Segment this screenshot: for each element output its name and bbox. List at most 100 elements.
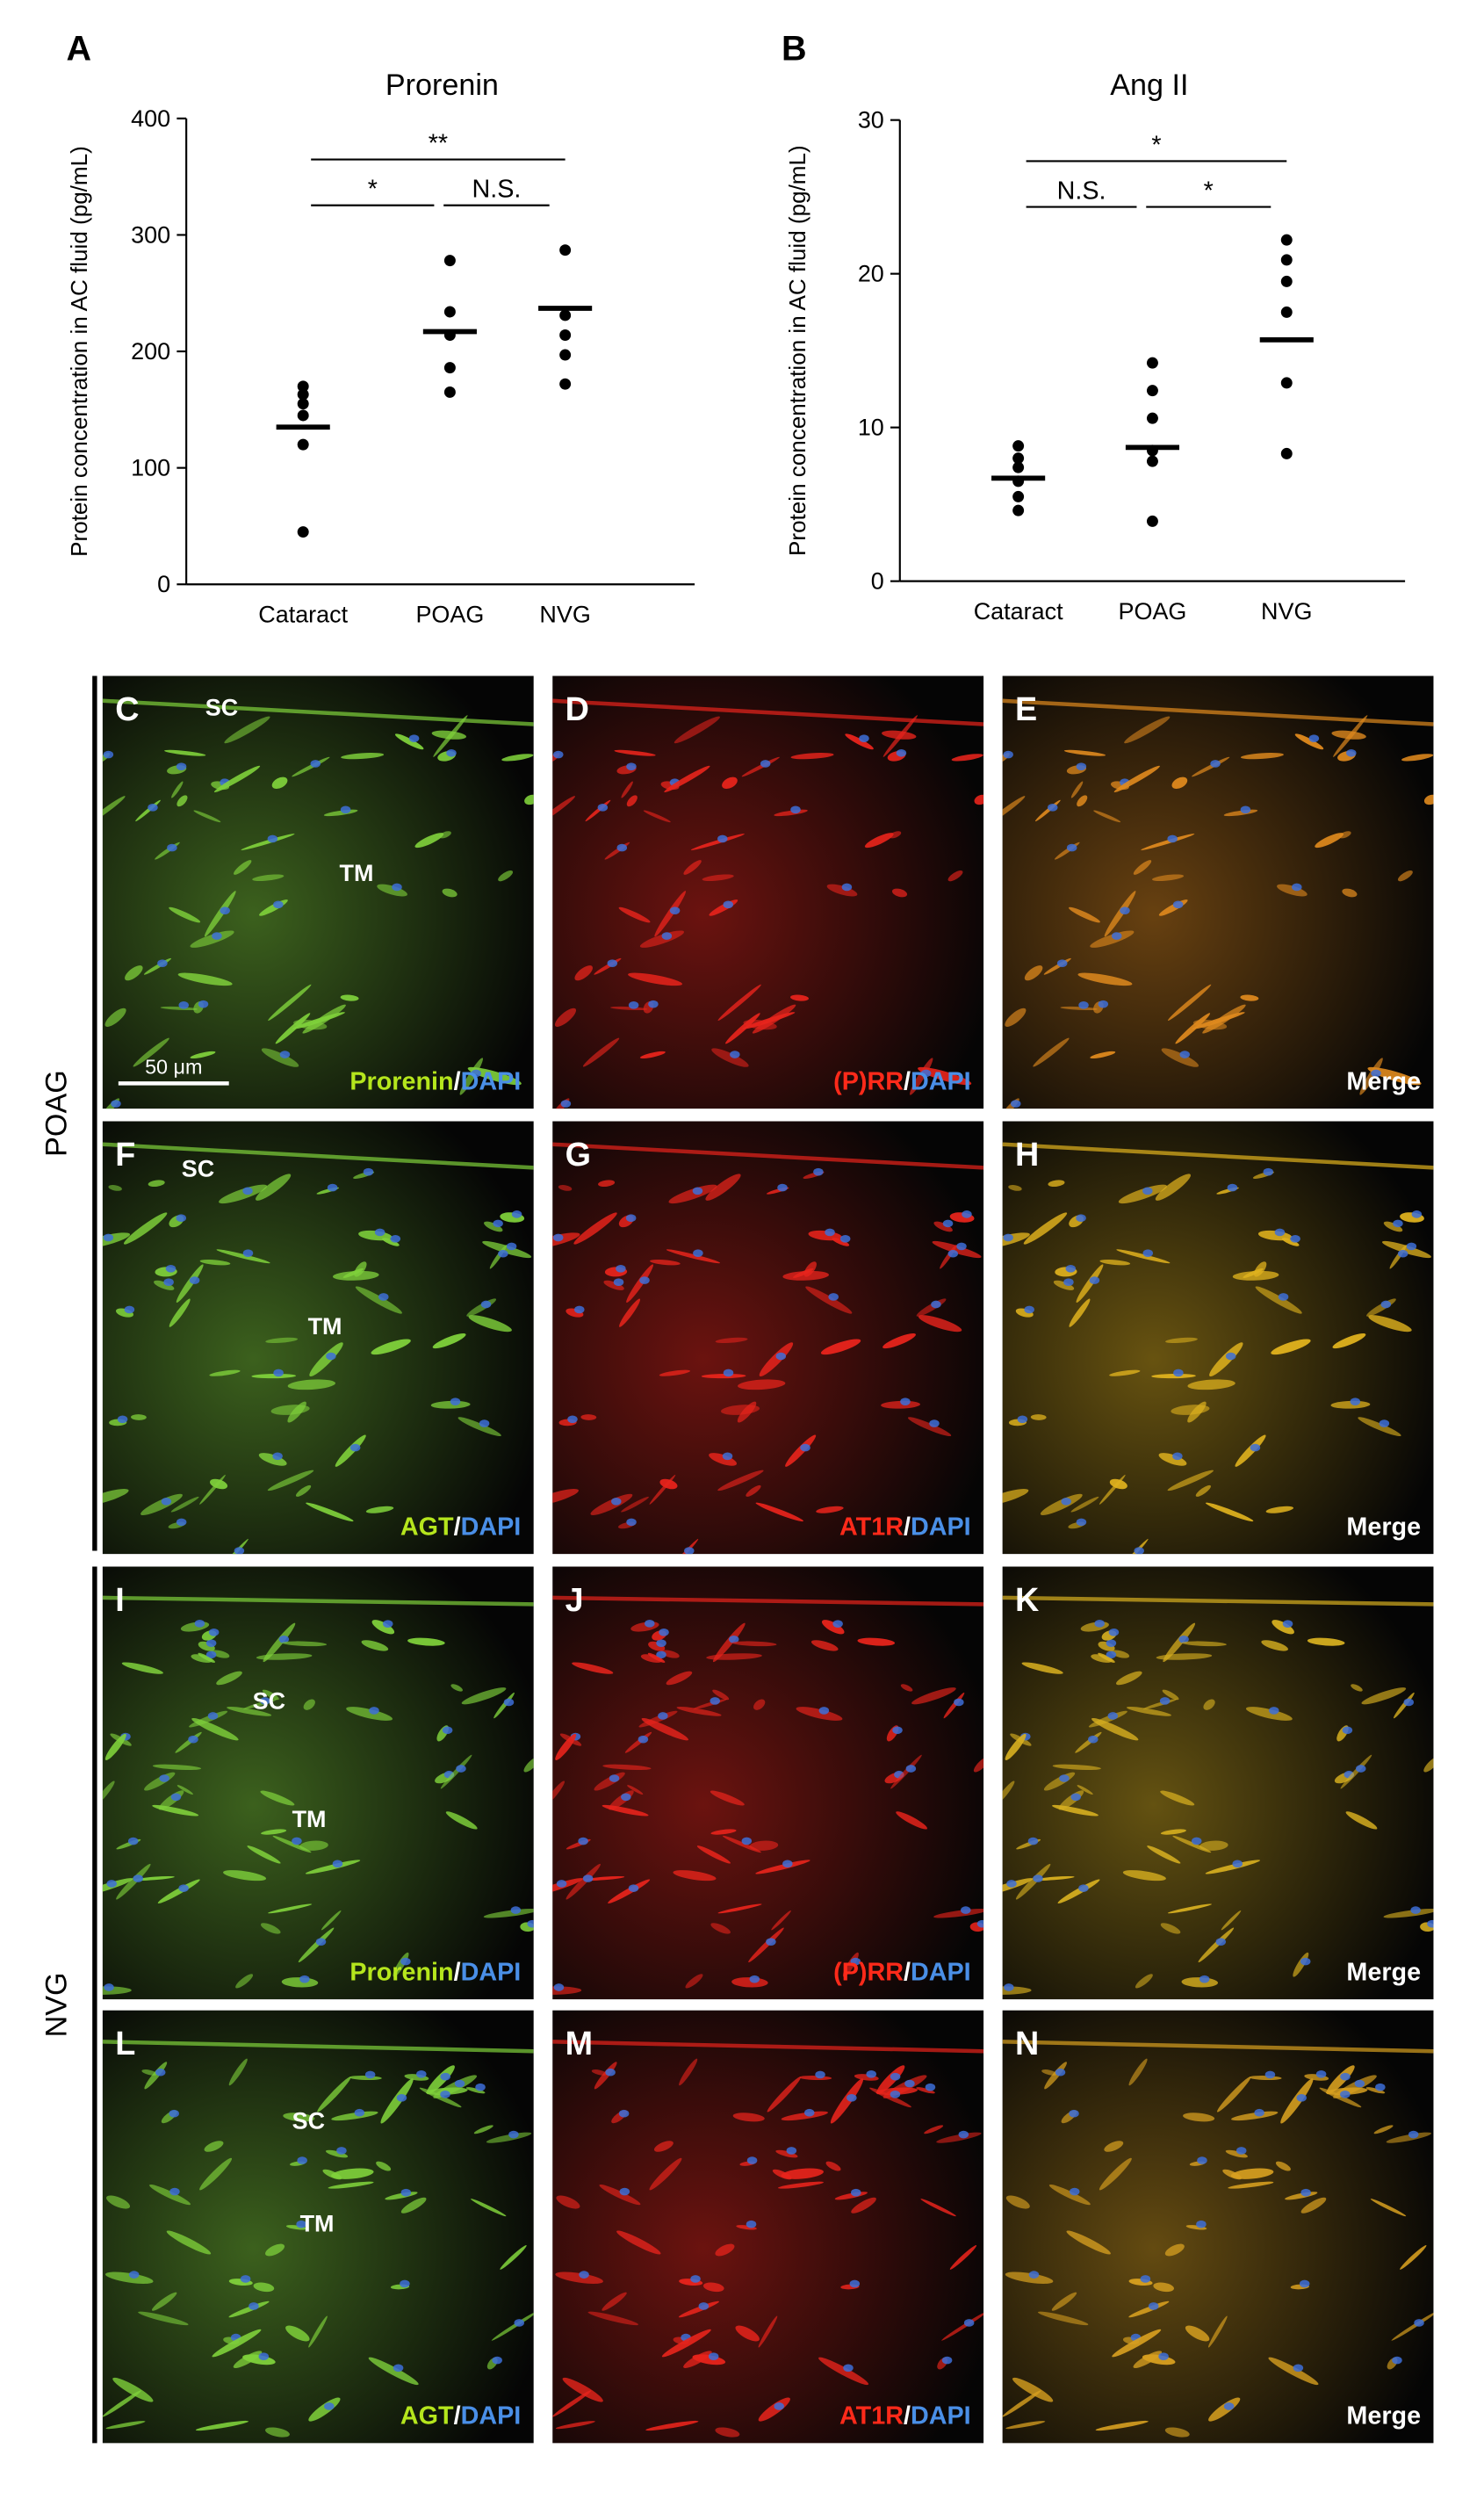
fiber bbox=[471, 2199, 507, 2217]
fiber bbox=[818, 2357, 869, 2386]
fiber bbox=[1381, 1240, 1431, 1259]
fiber bbox=[717, 1903, 762, 1914]
fiber bbox=[781, 2168, 824, 2179]
fiber bbox=[121, 1662, 163, 1674]
fiber bbox=[552, 1232, 580, 1249]
fiber bbox=[1164, 2427, 1190, 2438]
fiber bbox=[346, 1707, 393, 1721]
micrograph-glow bbox=[552, 2010, 984, 2444]
fiber bbox=[1095, 2420, 1149, 2431]
nucleus bbox=[267, 834, 278, 843]
fiber bbox=[219, 1184, 268, 1204]
fiber bbox=[112, 2377, 154, 2402]
stain-part: DAPI bbox=[461, 1068, 522, 1096]
fiber bbox=[805, 1286, 853, 1314]
fiber bbox=[555, 2271, 603, 2284]
nucleus bbox=[890, 2091, 901, 2098]
nucleus bbox=[189, 1276, 200, 1284]
fiber bbox=[949, 2245, 977, 2270]
nucleus bbox=[766, 1938, 776, 1946]
y-tick-label: 200 bbox=[131, 338, 170, 365]
fiber bbox=[1333, 715, 1368, 757]
fiber bbox=[440, 1754, 472, 1789]
fiber bbox=[851, 2197, 876, 2214]
nucleus bbox=[941, 2356, 953, 2365]
nucleus bbox=[556, 1880, 567, 1888]
fiber bbox=[781, 2111, 828, 2121]
fiber bbox=[261, 1829, 287, 1835]
data-point bbox=[559, 244, 572, 256]
nucleus bbox=[1004, 1983, 1014, 1991]
nucleus bbox=[1227, 1183, 1238, 1192]
nucleus bbox=[1410, 1906, 1421, 1914]
nucleus bbox=[1159, 1697, 1171, 1705]
data-point bbox=[1012, 452, 1025, 465]
fiber bbox=[253, 2282, 275, 2293]
fiber bbox=[133, 1037, 169, 1067]
nucleus bbox=[1140, 2275, 1151, 2283]
fiber bbox=[1128, 2300, 1170, 2318]
fiber bbox=[1068, 906, 1100, 923]
fiber bbox=[555, 1733, 577, 1760]
nucleus bbox=[656, 1650, 666, 1659]
fiber bbox=[1368, 1315, 1412, 1333]
fiber bbox=[668, 1184, 717, 1204]
nucleus bbox=[782, 1860, 793, 1868]
stain-part: Merge bbox=[1346, 1959, 1421, 1987]
nucleus bbox=[578, 1837, 588, 1845]
fiber bbox=[1002, 1489, 1029, 1506]
fiber bbox=[1156, 1653, 1213, 1660]
fiber bbox=[1158, 1453, 1187, 1466]
nucleus bbox=[278, 1635, 290, 1643]
panel-letter: F bbox=[115, 1136, 135, 1173]
fiber bbox=[486, 2132, 532, 2143]
fiber bbox=[1423, 1756, 1434, 1773]
tissue-edge bbox=[552, 1142, 984, 1170]
fiber bbox=[285, 2325, 310, 2342]
fiber bbox=[715, 2243, 735, 2257]
fiber bbox=[361, 1640, 389, 1651]
fiber bbox=[1340, 1754, 1372, 1789]
fiber bbox=[1330, 1400, 1371, 1409]
fiber bbox=[164, 749, 206, 756]
fiber bbox=[1268, 2357, 1319, 2386]
stain-label: (P)RR/DAPI bbox=[833, 1959, 971, 1987]
fiber bbox=[1192, 756, 1230, 777]
fiber bbox=[1066, 2230, 1111, 2255]
nucleus bbox=[843, 2364, 854, 2373]
fiber bbox=[104, 1008, 126, 1027]
fiber bbox=[125, 965, 143, 981]
nucleus bbox=[390, 1234, 401, 1243]
nucleus bbox=[905, 1765, 917, 1773]
fiber bbox=[102, 1780, 115, 1806]
fiber bbox=[223, 1870, 267, 1881]
nucleus bbox=[1065, 1264, 1077, 1273]
nucleus bbox=[475, 2083, 486, 2091]
nucleus bbox=[442, 1726, 453, 1735]
fiber bbox=[271, 776, 288, 789]
fiber bbox=[154, 1280, 175, 1290]
fiber bbox=[1240, 753, 1284, 760]
nucleus bbox=[825, 1228, 835, 1237]
fiber bbox=[193, 810, 221, 823]
fiber bbox=[1005, 2195, 1030, 2209]
fiber bbox=[282, 1641, 328, 1647]
fiber bbox=[1118, 1184, 1168, 1204]
nucleus bbox=[456, 1765, 466, 1773]
nucleus bbox=[1290, 1234, 1300, 1243]
nucleus bbox=[128, 2271, 140, 2279]
nucleus bbox=[890, 2072, 901, 2081]
nucleus bbox=[1167, 834, 1178, 843]
stain-part: Merge bbox=[1346, 1513, 1421, 1542]
fiber bbox=[916, 2087, 935, 2094]
fiber bbox=[138, 2311, 189, 2326]
nucleus bbox=[1078, 1884, 1089, 1892]
fiber bbox=[666, 1671, 693, 1686]
nucleus bbox=[574, 1305, 585, 1314]
fiber bbox=[106, 2195, 131, 2209]
fiber bbox=[176, 1264, 204, 1304]
nucleus bbox=[369, 1707, 379, 1715]
nucleus bbox=[866, 2070, 876, 2078]
nucleus bbox=[1078, 1001, 1089, 1009]
panel-letter: E bbox=[1015, 690, 1037, 727]
